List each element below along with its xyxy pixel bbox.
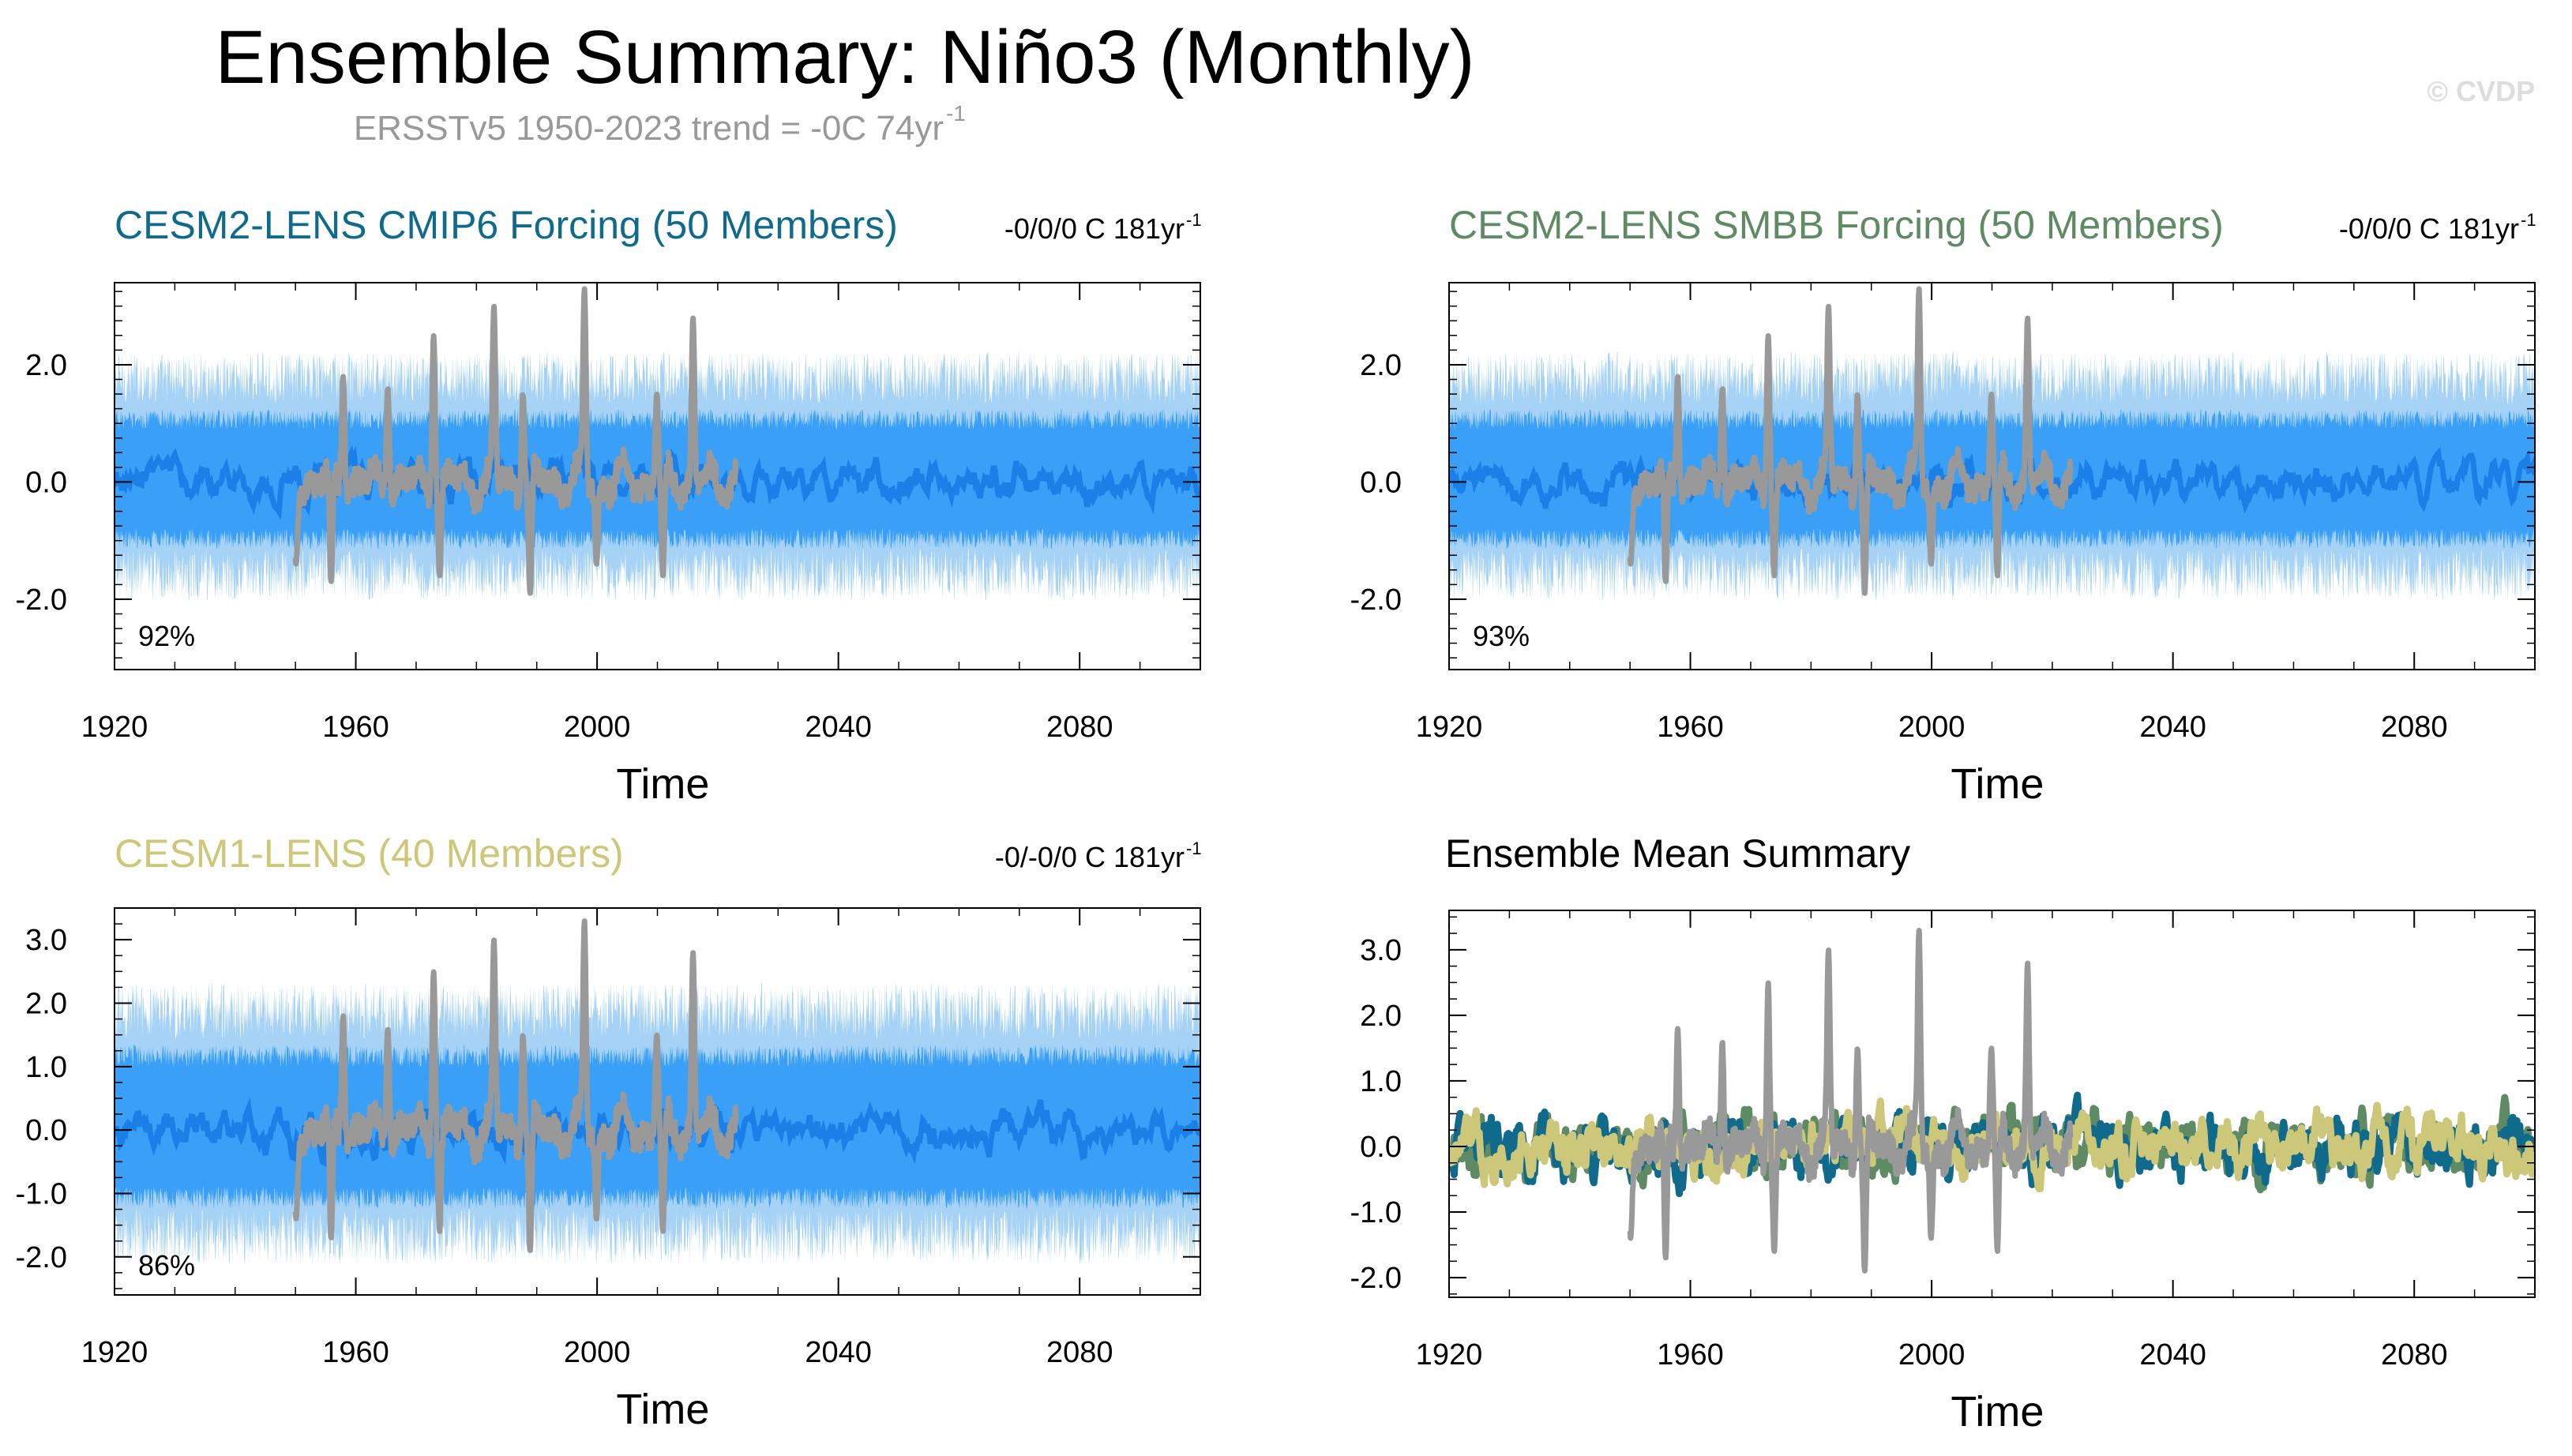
y-tick-label: -1.0 <box>16 1177 67 1210</box>
panel-title: CESM2-LENS SMBB Forcing (50 Members) <box>1449 203 2224 247</box>
x-tick-label: 2040 <box>2139 711 2206 744</box>
x-axis-label: Time <box>616 760 709 808</box>
x-tick-label: 2000 <box>564 711 631 744</box>
panel-trend-superscript: -1 <box>2521 210 2536 230</box>
y-tick-label: -1.0 <box>1350 1196 1402 1229</box>
observed-ersstv5-line <box>1627 928 2074 1274</box>
y-tick-label: -2.0 <box>1350 1262 1402 1295</box>
observed-ersstv5-line <box>1627 286 2074 596</box>
x-tick-label: 1920 <box>81 1336 148 1369</box>
plot-area <box>115 286 1200 602</box>
y-tick-label: 0.0 <box>1360 466 1402 499</box>
percent-label: 93% <box>1473 620 1530 652</box>
panel-ensemble-mean-summary: Ensemble Mean Summary -2.0 -1.0 0.0 1.0 2.0 3.… <box>1350 831 2536 1435</box>
x-tick-label: 2000 <box>564 1336 631 1369</box>
x-tick-label: 2040 <box>2139 1338 2206 1372</box>
panel-title: CESM2-LENS CMIP6 Forcing (50 Members) <box>115 203 898 247</box>
y-tick-label: 3.0 <box>1360 934 1402 967</box>
x-axis-label: Time <box>1951 760 2044 808</box>
panel-cesm1: CESM1-LENS (40 Members) -0/-0/0 C 181yr -1… <box>16 831 1202 1433</box>
x-tick-label: 1920 <box>1416 1338 1483 1372</box>
cesm1-mean-line <box>1449 1097 2535 1193</box>
x-axis-label: Time <box>616 1386 709 1433</box>
panel-trend-label: -0/-0/0 C 181yr <box>995 841 1185 873</box>
observed-ersstv5-line <box>292 286 739 596</box>
y-tick-label: 3.0 <box>25 924 67 957</box>
panel-cesm2-cmip6: CESM2-LENS CMIP6 Forcing (50 Members) -0/… <box>16 203 1202 808</box>
y-tick-label: 1.0 <box>25 1051 67 1084</box>
y-tick-label: 2.0 <box>1360 349 1402 382</box>
panel-cesm2-smbb: CESM2-LENS SMBB Forcing (50 Members) -0/0… <box>1350 203 2536 808</box>
y-tick-label: -2.0 <box>16 1241 67 1274</box>
y-tick-label: -2.0 <box>1350 584 1402 617</box>
y-tick-label: 0.0 <box>25 466 67 499</box>
percent-label: 92% <box>138 620 195 652</box>
ensemble-mean-line <box>115 445 1200 520</box>
y-tick-label: 1.0 <box>1360 1065 1402 1098</box>
cvdp-watermark: © CVDP <box>2427 75 2535 107</box>
x-tick-label: 2080 <box>1046 1336 1113 1369</box>
x-tick-label: 1920 <box>1416 711 1483 744</box>
y-tick-label: 2.0 <box>1360 1000 1402 1033</box>
plot-area <box>1449 286 2535 602</box>
plot-area <box>115 918 1200 1266</box>
panel-trend-label: -0/0/0 C 181yr <box>2339 212 2519 245</box>
x-tick-label: 2040 <box>805 711 872 744</box>
x-tick-label: 1960 <box>322 1336 389 1369</box>
x-tick-label: 1960 <box>322 711 389 744</box>
plot-area <box>1449 928 2535 1274</box>
x-tick-label: 1960 <box>1657 711 1724 744</box>
figure-subtitle-superscript: -1 <box>946 101 966 126</box>
y-tick-label: 2.0 <box>25 987 67 1020</box>
y-tick-label: 0.0 <box>1360 1131 1402 1164</box>
x-tick-label: 2080 <box>2381 1338 2448 1372</box>
panel-title: Ensemble Mean Summary <box>1445 831 1910 876</box>
y-tick-label: 0.0 <box>25 1114 67 1147</box>
panel-title: CESM1-LENS (40 Members) <box>115 831 624 876</box>
x-tick-label: 1920 <box>81 711 148 744</box>
panel-trend-superscript: -1 <box>1186 839 1202 858</box>
figure-title: Ensemble Summary: Niño3 (Monthly) <box>215 15 1474 99</box>
panel-trend-label: -0/0/0 C 181yr <box>1004 212 1185 245</box>
y-tick-label: -2.0 <box>16 584 67 617</box>
x-axis-label: Time <box>1951 1388 2044 1435</box>
x-tick-label: 2080 <box>2381 711 2448 744</box>
figure-subtitle: ERSSTv5 1950-2023 trend = -0C 74yr <box>354 109 944 148</box>
x-tick-label: 1960 <box>1657 1338 1724 1372</box>
percent-label: 86% <box>138 1249 195 1282</box>
panel-trend-superscript: -1 <box>1186 210 1202 230</box>
x-tick-label: 2000 <box>1898 711 1966 744</box>
x-tick-label: 2000 <box>1898 1338 1966 1372</box>
x-tick-label: 2080 <box>1046 711 1113 744</box>
x-tick-label: 2040 <box>805 1336 872 1369</box>
y-tick-label: 2.0 <box>25 349 67 382</box>
observed-ersstv5-line <box>292 918 739 1253</box>
